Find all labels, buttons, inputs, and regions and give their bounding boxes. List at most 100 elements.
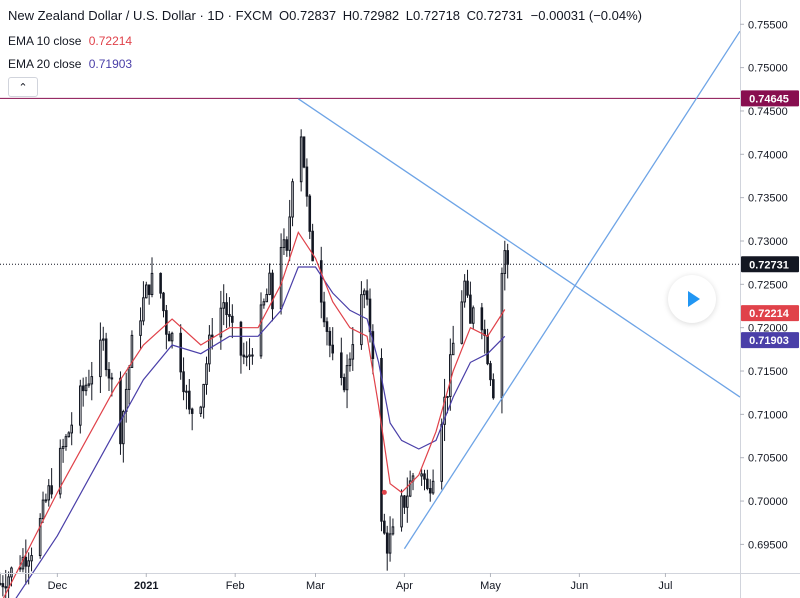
candle-down (251, 354, 254, 357)
price-label-badge (741, 90, 799, 107)
high-key: H (342, 8, 353, 23)
candle-up (124, 388, 128, 412)
candle-down (469, 294, 472, 324)
candle-down (466, 280, 469, 296)
collapse-legend-button[interactable]: ⌃ (8, 77, 38, 97)
candle-up (449, 354, 452, 397)
candle-up (219, 307, 223, 338)
time-tick-label: Mar (306, 580, 325, 592)
ascending-trendline (403, 30, 741, 550)
price-label-text: 0.74645 (749, 93, 789, 105)
price-label-text: 0.72731 (749, 259, 789, 271)
candle-down (165, 310, 168, 335)
price-tick-label: 0.73500 (748, 193, 788, 205)
candle-up (503, 250, 507, 274)
candle-down (107, 369, 111, 379)
candle-up (10, 567, 13, 578)
candle-up (463, 280, 466, 303)
candle-up (500, 272, 504, 399)
candle-up (451, 342, 455, 356)
candle-up (446, 395, 449, 398)
candle-up (288, 216, 291, 251)
candle-down (81, 385, 85, 392)
time-tick-label: Feb (226, 580, 245, 592)
candle-up (205, 363, 208, 385)
candle-down (305, 166, 309, 197)
chevron-up-icon: ⌃ (18, 81, 28, 94)
candle-up (388, 533, 392, 554)
ema10-label: EMA 10 close (8, 34, 82, 48)
candle-up (360, 294, 363, 346)
candle-down (486, 335, 489, 365)
price-label-text: 0.72214 (749, 308, 790, 320)
chart-header: New Zealand Dollar / U.S. Dollar · 1D · … (8, 8, 642, 23)
candle-up (471, 307, 475, 324)
candle-up (70, 424, 73, 434)
ema10-legend[interactable]: EMA 10 close 0.72214 (8, 34, 132, 48)
descending-trendline (297, 98, 741, 398)
candle-up (87, 383, 91, 386)
candle-down (285, 239, 289, 251)
price-label-badge (741, 305, 799, 322)
candle-down (188, 390, 191, 410)
candle-down (383, 520, 386, 534)
candle-down (242, 354, 246, 358)
time-axis: Dec 2021 Feb Mar Apr May Jun Jul (0, 573, 800, 592)
candle-up (142, 297, 145, 322)
ema10-value: 0.72214 (88, 34, 133, 48)
time-tick-label: Jul (658, 580, 672, 592)
ema-layer (2, 230, 506, 598)
candle-up (185, 390, 188, 393)
low-value: 0.72718 (413, 8, 461, 23)
price-tick-label: 0.70500 (748, 453, 788, 465)
price-tick-label: 0.73000 (748, 236, 788, 248)
candle-down (119, 377, 122, 445)
candle-down (423, 473, 426, 480)
candle-up (99, 339, 102, 378)
candle-up (248, 354, 251, 357)
candle-down (308, 195, 312, 232)
candle-up (101, 338, 105, 341)
candle-up (245, 355, 248, 358)
candle-up (199, 406, 203, 414)
candle-down (331, 344, 335, 354)
candle-up (41, 499, 45, 520)
candle-down (311, 230, 314, 262)
candle-up (170, 332, 174, 342)
candle-up (90, 376, 94, 385)
candle-down (159, 272, 162, 294)
candle-up (27, 560, 30, 567)
candle-down (182, 371, 185, 393)
candle-down (179, 332, 182, 373)
candle-up (202, 383, 205, 408)
ema10-line (2, 230, 506, 598)
open-key: O (279, 8, 290, 23)
price-tick-label: 0.72000 (748, 323, 788, 335)
candle-up (58, 447, 62, 495)
candle-up (122, 410, 125, 445)
trendlines-layer (297, 30, 741, 550)
candle-up (268, 272, 271, 295)
candle-up (130, 334, 134, 368)
candle-up (84, 384, 88, 392)
replay-button[interactable] (668, 275, 716, 323)
candle-down (225, 302, 228, 316)
candle-down (506, 250, 509, 265)
candle-down (342, 377, 346, 391)
time-tick-label: 2021 (134, 580, 158, 592)
ema20-value: 0.71903 (88, 57, 133, 71)
price-tick-label: 0.72500 (748, 279, 788, 291)
candle-down (210, 334, 214, 338)
candle-up (282, 239, 286, 248)
candle-up (262, 301, 266, 306)
price-tick-label: 0.71000 (748, 409, 788, 421)
price-tick-label: 0.71500 (748, 366, 788, 378)
ema20-legend[interactable]: EMA 20 close 0.71903 (8, 57, 132, 71)
time-tick-label: Jun (571, 580, 589, 592)
candle-down (325, 321, 329, 332)
candle-up (47, 485, 51, 501)
price-tick-label: 0.75000 (748, 63, 788, 75)
candle-down (319, 260, 323, 303)
